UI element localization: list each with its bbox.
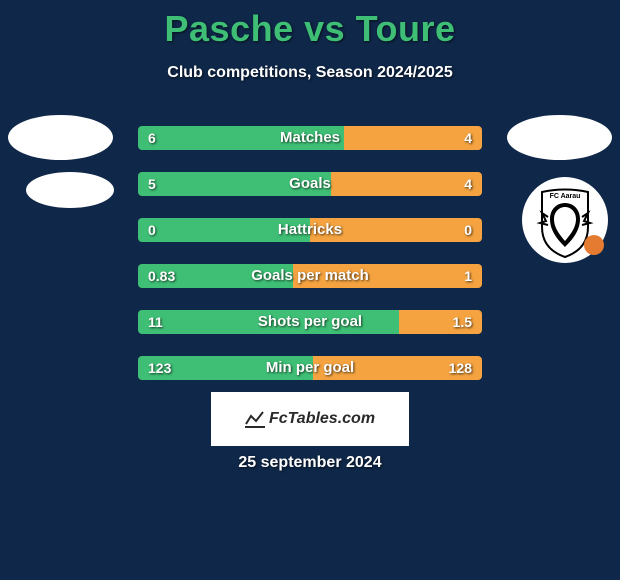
stats-container: Matches64Goals54Hattricks00Goals per mat… [138,126,482,402]
stat-label: Goals [138,172,482,196]
stat-value-right: 0 [464,218,472,242]
player-avatar-right [507,115,612,160]
fc-aarau-badge-icon: FC Aarau [522,177,608,263]
stat-label: Min per goal [138,356,482,380]
stat-label: Matches [138,126,482,150]
subtitle: Club competitions, Season 2024/2025 [0,64,620,82]
stat-row: Goals per match0.83 1 [138,264,482,288]
credit-text: FcTables.com [269,410,375,428]
club-logo-right: FC Aarau [522,177,608,263]
stat-value-right: 4 [464,126,472,150]
stat-value-left: 123 [148,356,171,380]
date-text: 25 september 2024 [0,454,620,472]
stat-value-left: 6 [148,126,156,150]
stat-value-right: 1 [464,264,472,288]
stat-row: Matches6 4 [138,126,482,150]
stat-value-left: 11 [148,310,163,334]
stat-row: Goals5 4 [138,172,482,196]
player-avatar-left [8,115,113,160]
credit-box: FcTables.com [211,392,409,446]
stat-value-right: 1.5 [453,310,472,334]
title: Pasche vs Toure [0,0,620,50]
stat-value-left: 0 [148,218,156,242]
club-placeholder-left [26,172,114,208]
stat-row: Hattricks0 0 [138,218,482,242]
badge-text: FC Aarau [550,193,581,200]
stat-label: Goals per match [138,264,482,288]
stat-value-left: 0.83 [148,264,175,288]
stat-value-right: 128 [449,356,472,380]
chart-icon [245,410,265,428]
stat-row: Shots per goal11 1.5 [138,310,482,334]
stat-label: Shots per goal [138,310,482,334]
stat-label: Hattricks [138,218,482,242]
stat-row: Min per goal123 128 [138,356,482,380]
stat-value-right: 4 [464,172,472,196]
stat-value-left: 5 [148,172,156,196]
